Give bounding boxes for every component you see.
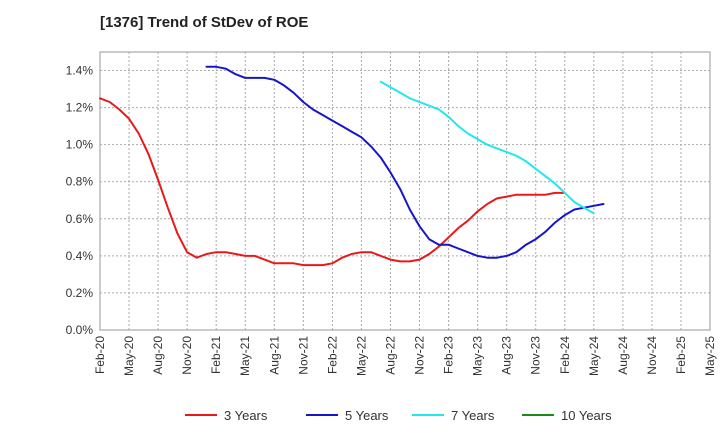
legend: 3 Years 5 Years 7 Years 10 Years (185, 408, 612, 423)
x-tick-label: May-20 (122, 336, 136, 376)
y-tick-label: 0.4% (66, 249, 94, 263)
axis-tick-labels: Feb-20 May-20 Aug-20 Nov-20 Feb-21 May-21 Aug-… (66, 64, 717, 376)
series-line (205, 65, 605, 259)
x-tick-label: Aug-22 (383, 336, 397, 375)
series-line (379, 80, 595, 215)
y-tick-label: 0.2% (66, 286, 94, 300)
x-tick-label: Feb-24 (558, 336, 572, 374)
legend-label: 5 Years (345, 408, 389, 423)
x-tick-label: Feb-22 (325, 336, 339, 374)
x-tick-label: May-21 (238, 336, 252, 376)
x-tick-label: Aug-23 (500, 336, 514, 375)
x-tick-label: May-24 (587, 336, 601, 376)
series-lines (99, 65, 605, 267)
x-tick-label: Feb-25 (674, 336, 688, 374)
x-tick-label: Nov-20 (180, 336, 194, 375)
x-tick-label: Aug-21 (267, 336, 281, 375)
x-tick-label: Feb-23 (442, 336, 456, 374)
x-tick-label: Nov-21 (296, 336, 310, 375)
x-tick-label: Aug-20 (151, 336, 165, 375)
x-tick-label: Nov-22 (413, 336, 427, 375)
x-tick-label: May-25 (703, 336, 717, 376)
y-tick-label: 0.0% (66, 323, 94, 337)
series-line (99, 97, 566, 267)
plot-area (99, 51, 711, 331)
legend-label: 10 Years (561, 408, 612, 423)
grid-lines (100, 52, 710, 330)
x-tick-label: Feb-21 (209, 336, 223, 374)
x-tick-label: Nov-23 (529, 336, 543, 375)
x-tick-label: Aug-24 (616, 336, 630, 375)
legend-label: 7 Years (451, 408, 495, 423)
x-tick-label: Feb-20 (93, 336, 107, 374)
y-tick-label: 1.0% (66, 138, 94, 152)
chart-title: [1376] Trend of StDev of ROE (100, 14, 309, 31)
y-tick-label: 1.4% (66, 64, 94, 78)
x-tick-label: May-23 (471, 336, 485, 376)
y-tick-label: 0.8% (66, 175, 94, 189)
legend-label: 3 Years (224, 408, 268, 423)
x-tick-label: Nov-24 (645, 336, 659, 375)
x-tick-label: May-22 (354, 336, 368, 376)
y-tick-label: 0.6% (66, 212, 94, 226)
y-tick-label: 1.2% (66, 101, 94, 115)
